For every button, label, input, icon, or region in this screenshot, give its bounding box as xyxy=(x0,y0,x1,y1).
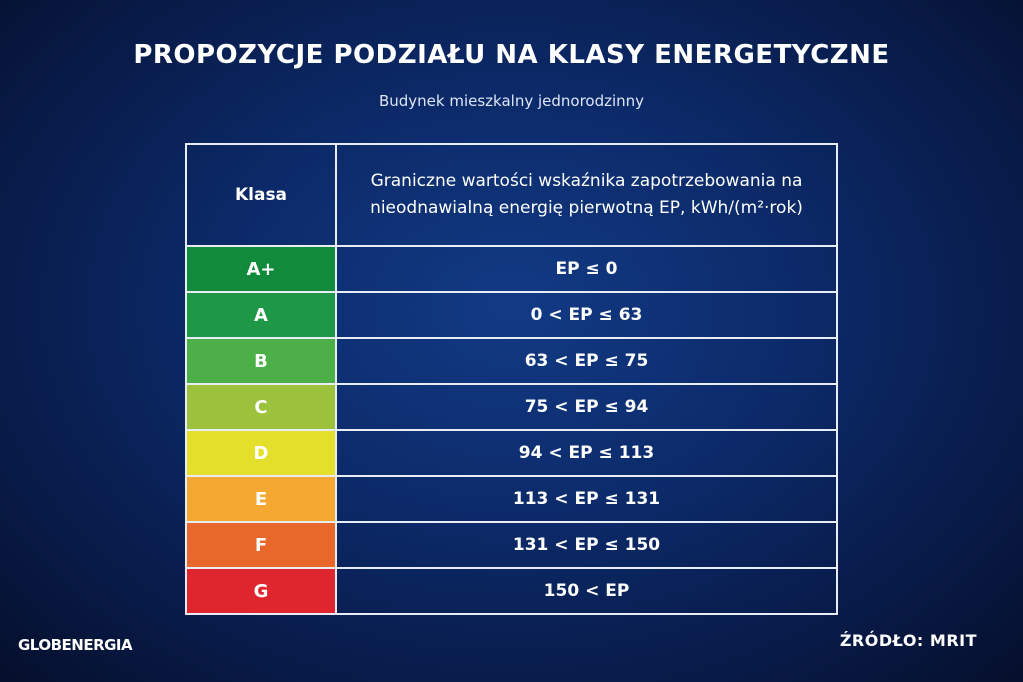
energy-class-table: Klasa Graniczne wartości wskaźnika zapot… xyxy=(185,143,838,615)
globenergia-logo: GLOBENERGIA xyxy=(18,636,133,654)
class-cell: C xyxy=(185,383,337,431)
class-cell: B xyxy=(185,337,337,385)
class-cell: F xyxy=(185,521,337,569)
table-row: E 113 < EP ≤ 131 xyxy=(185,475,838,523)
range-cell: 0 < EP ≤ 63 xyxy=(335,291,838,339)
source-label: ŹRÓDŁO: MRIT xyxy=(839,631,977,650)
table-row: B 63 < EP ≤ 75 xyxy=(185,337,838,385)
header-range: Graniczne wartości wskaźnika zapotrzebow… xyxy=(335,143,838,247)
class-cell: G xyxy=(185,567,337,615)
range-cell: 131 < EP ≤ 150 xyxy=(335,521,838,569)
class-cell: E xyxy=(185,475,337,523)
table-row: D 94 < EP ≤ 113 xyxy=(185,429,838,477)
header-class: Klasa xyxy=(185,143,337,247)
table-row: G 150 < EP xyxy=(185,567,838,615)
subtitle: Budynek mieszkalny jednorodzinny xyxy=(378,92,645,110)
page-title: PROPOZYCJE PODZIAŁU NA KLASY ENERGETYCZN… xyxy=(133,40,890,70)
range-cell: EP ≤ 0 xyxy=(335,245,838,293)
table-row: A+ EP ≤ 0 xyxy=(185,245,838,293)
table-row: F 131 < EP ≤ 150 xyxy=(185,521,838,569)
range-cell: 94 < EP ≤ 113 xyxy=(335,429,838,477)
class-cell: A xyxy=(185,291,337,339)
range-cell: 75 < EP ≤ 94 xyxy=(335,383,838,431)
table-row: C 75 < EP ≤ 94 xyxy=(185,383,838,431)
table-header-row: Klasa Graniczne wartości wskaźnika zapot… xyxy=(185,143,838,247)
class-cell: A+ xyxy=(185,245,337,293)
range-cell: 63 < EP ≤ 75 xyxy=(335,337,838,385)
range-cell: 150 < EP xyxy=(335,567,838,615)
range-cell: 113 < EP ≤ 131 xyxy=(335,475,838,523)
class-cell: D xyxy=(185,429,337,477)
